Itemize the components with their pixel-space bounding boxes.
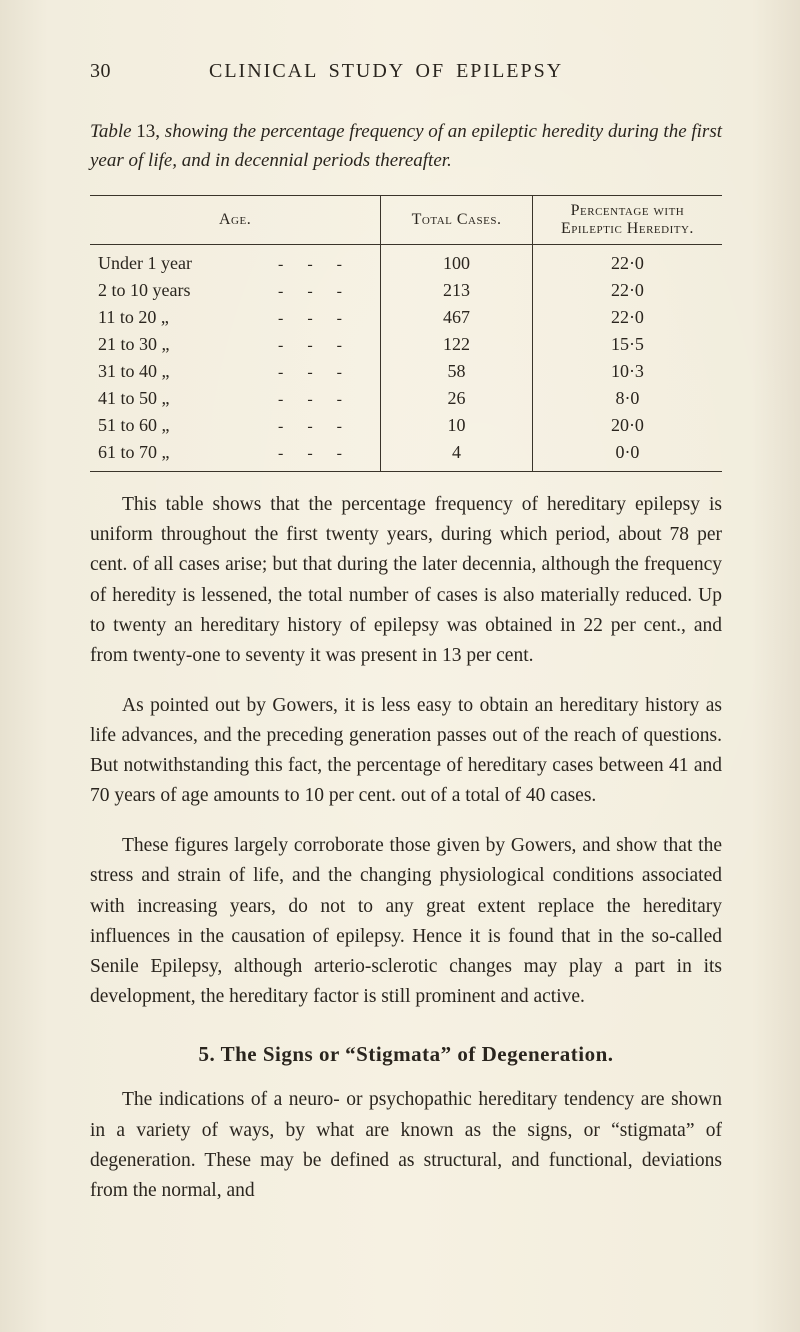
age-dashes: - - - [278,418,352,435]
cell-cases: 122 [381,331,533,358]
cell-age: 11 to 20 „- - - [90,304,381,331]
running-title: CLINICAL STUDY OF EPILEPSY [209,60,563,83]
cell-cases: 10 [381,412,533,439]
cell-pct: 22·0 [532,304,722,331]
cell-pct: 20·0 [532,412,722,439]
age-label: 51 to 60 „ [98,415,278,436]
cell-age: 21 to 30 „- - - [90,331,381,358]
page: 30 CLINICAL STUDY OF EPILEPSY Table 13, … [0,0,800,1332]
table-row: 51 to 60 „- - -1020·0 [90,412,722,439]
cell-pct: 15·5 [532,331,722,358]
age-label: Under 1 year [98,253,278,274]
page-number: 30 [90,60,111,83]
table-row: 61 to 70 „- - -40·0 [90,439,722,472]
cell-cases: 58 [381,358,533,385]
age-label: 61 to 70 „ [98,442,278,463]
table-caption: Table 13, showing the percentage frequen… [90,117,722,176]
col-pct: Percentage with Epileptic Heredity. [532,195,722,244]
table-row: 11 to 20 „- - -46722·0 [90,304,722,331]
age-label: 41 to 50 „ [98,388,278,409]
age-dashes: - - - [278,445,352,462]
cell-cases: 213 [381,277,533,304]
age-dashes: - - - [278,283,352,300]
table-header-row: Age. Total Cases. Percentage with Epilep… [90,195,722,244]
cell-pct: 8·0 [532,385,722,412]
col-age: Age. [90,195,381,244]
section-heading: 5. The Signs or “Stigmata” of Degenerati… [90,1042,722,1067]
section-para-1: The indications of a neuro- or psychopat… [90,1085,722,1206]
body-para-2: As pointed out by Gowers, it is less eas… [90,691,722,812]
age-dashes: - - - [278,364,352,381]
table-row: 31 to 40 „- - -5810·3 [90,358,722,385]
age-dashes: - - - [278,256,352,273]
cell-cases: 26 [381,385,533,412]
cell-pct: 22·0 [532,244,722,277]
caption-text: showing the percentage frequency of an e… [90,121,722,171]
cell-age: 61 to 70 „- - - [90,439,381,472]
table-row: 21 to 30 „- - -12215·5 [90,331,722,358]
age-dashes: - - - [278,391,352,408]
age-dashes: - - - [278,310,352,327]
running-head: 30 CLINICAL STUDY OF EPILEPSY [90,60,722,83]
table-body: Under 1 year- - -10022·02 to 10 years- -… [90,244,722,471]
cell-age: 31 to 40 „- - - [90,358,381,385]
cell-pct: 0·0 [532,439,722,472]
data-table: Age. Total Cases. Percentage with Epilep… [90,195,722,472]
age-label: 11 to 20 „ [98,307,278,328]
caption-number: 13, [136,121,160,142]
body-para-3: These figures largely corroborate those … [90,831,722,1012]
cell-cases: 467 [381,304,533,331]
cell-age: 2 to 10 years- - - [90,277,381,304]
cell-pct: 10·3 [532,358,722,385]
age-label: 2 to 10 years [98,280,278,301]
body-para-1: This table shows that the percentage fre… [90,490,722,671]
age-dashes: - - - [278,337,352,354]
cell-pct: 22·0 [532,277,722,304]
caption-label: Table [90,121,132,142]
table-row: 2 to 10 years- - -21322·0 [90,277,722,304]
cell-cases: 4 [381,439,533,472]
table-row: Under 1 year- - -10022·0 [90,244,722,277]
cell-age: 41 to 50 „- - - [90,385,381,412]
table-row: 41 to 50 „- - -268·0 [90,385,722,412]
cell-age: 51 to 60 „- - - [90,412,381,439]
age-label: 21 to 30 „ [98,334,278,355]
age-label: 31 to 40 „ [98,361,278,382]
col-cases: Total Cases. [381,195,533,244]
cell-age: Under 1 year- - - [90,244,381,277]
cell-cases: 100 [381,244,533,277]
